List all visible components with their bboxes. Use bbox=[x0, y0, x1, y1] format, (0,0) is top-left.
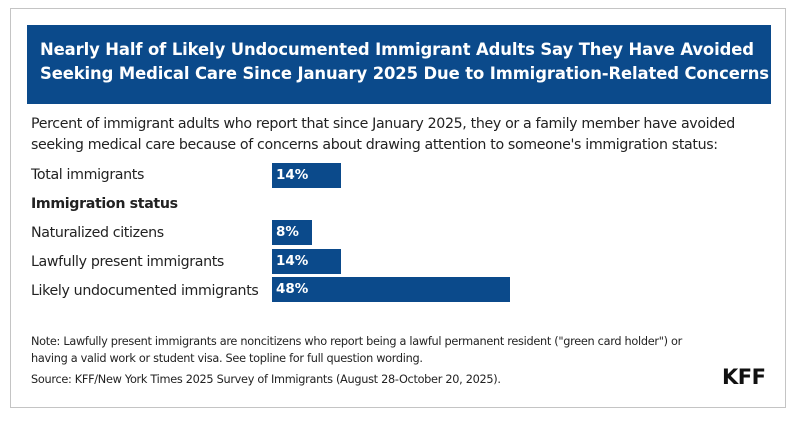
bar-total-immigrants: 14% bbox=[272, 163, 342, 188]
bar-naturalized-citizens: 8% bbox=[272, 220, 312, 245]
subtitle-line-2: seeking medical care because of concerns… bbox=[31, 137, 718, 153]
source-text: Source: KFF/New York Times 2025 Survey o… bbox=[31, 373, 501, 386]
category-label-total: Total immigrants bbox=[31, 167, 145, 183]
group-heading-immigration-status: Immigration status bbox=[31, 196, 178, 212]
bar-value-label: 14% bbox=[276, 167, 309, 183]
kff-logo: KFF bbox=[722, 365, 766, 389]
bar-likely-undocumented-immigrants: 48% bbox=[272, 277, 510, 302]
category-label-undocumented: Likely undocumented immigrants bbox=[31, 283, 259, 299]
bar-value-label: 48% bbox=[276, 281, 309, 297]
note-line-2: having a valid work or student visa. See… bbox=[31, 352, 423, 365]
title-banner: Nearly Half of Likely Undocumented Immig… bbox=[27, 25, 771, 104]
chart-subtitle: Percent of immigrant adults who report t… bbox=[31, 114, 771, 156]
chart-title-line-1: Nearly Half of Likely Undocumented Immig… bbox=[40, 40, 754, 59]
note-line-1: Note: Lawfully present immigrants are no… bbox=[31, 335, 682, 348]
bar-lawfully-present-immigrants: 14% bbox=[272, 249, 342, 274]
bar-value-label: 14% bbox=[276, 253, 309, 269]
category-label-lawfully-present: Lawfully present immigrants bbox=[31, 254, 224, 270]
subtitle-line-1: Percent of immigrant adults who report t… bbox=[31, 116, 735, 132]
chart-title-line-2: Seeking Medical Care Since January 2025 … bbox=[40, 64, 769, 83]
bar-value-label: 8% bbox=[276, 224, 299, 240]
category-label-naturalized: Naturalized citizens bbox=[31, 225, 164, 241]
footnote: Note: Lawfully present immigrants are no… bbox=[31, 333, 731, 367]
